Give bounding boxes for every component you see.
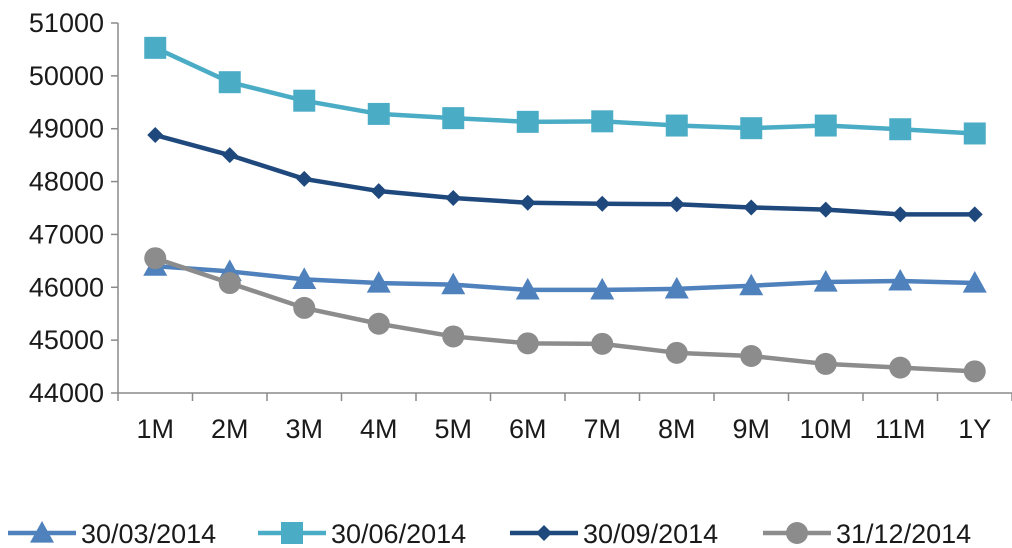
- legend: 30/03/2014 30/06/2014 30/09/2014 31/12/2014: [8, 519, 971, 548]
- series-1: [143, 254, 987, 300]
- data-point: [441, 272, 466, 295]
- data-point: [668, 196, 685, 213]
- y-tick-label: 51000: [29, 8, 104, 38]
- x-tick-label: 1M: [136, 414, 174, 444]
- x-tick-label: 11M: [875, 414, 926, 444]
- legend-label: 30/03/2014: [81, 519, 216, 548]
- data-point: [814, 352, 837, 375]
- data-point: [519, 194, 536, 211]
- x-tick-label: 6M: [509, 414, 547, 444]
- legend-marker: [786, 522, 808, 544]
- data-point: [743, 199, 760, 216]
- legend-item: 30/09/2014: [510, 519, 718, 548]
- legend-item: 30/06/2014: [258, 519, 466, 548]
- y-tick-label: 49000: [29, 114, 104, 144]
- data-point: [516, 110, 539, 133]
- data-point: [888, 268, 913, 291]
- data-point: [665, 114, 688, 137]
- data-point: [813, 270, 838, 292]
- data-point: [962, 271, 987, 293]
- x-tick-label: 5M: [434, 414, 472, 444]
- data-point: [442, 107, 465, 130]
- data-point: [817, 201, 834, 218]
- data-point: [591, 110, 614, 133]
- data-point: [370, 183, 387, 200]
- series-line: [154, 45, 975, 136]
- legend-item: 30/03/2014: [8, 519, 216, 548]
- legend-marker: [536, 525, 552, 541]
- legend-label: 31/12/2014: [836, 519, 971, 548]
- series-3: [147, 127, 983, 223]
- data-point: [591, 332, 614, 355]
- data-point: [590, 277, 615, 300]
- data-point: [367, 102, 390, 125]
- data-point: [516, 332, 539, 355]
- y-tick-label: 47000: [29, 219, 104, 249]
- data-point: [367, 312, 390, 335]
- legend-marker: [30, 521, 54, 543]
- data-point: [144, 36, 167, 59]
- data-point: [739, 273, 764, 296]
- data-point: [740, 117, 763, 140]
- y-tick-label: 50000: [29, 61, 104, 91]
- series-line: [154, 256, 975, 374]
- data-point: [293, 89, 316, 112]
- x-tick-label: 10M: [799, 414, 852, 444]
- x-tick-label: 9M: [732, 414, 770, 444]
- data-point: [292, 267, 317, 289]
- data-point: [144, 247, 167, 270]
- legend-label: 30/09/2014: [583, 519, 718, 548]
- data-point: [966, 206, 983, 223]
- y-tick-label: 45000: [29, 325, 104, 355]
- legend-item: 31/12/2014: [763, 519, 971, 548]
- y-tick-label: 44000: [29, 378, 104, 408]
- x-tick-label: 3M: [285, 414, 323, 444]
- data-point: [665, 341, 688, 364]
- data-point: [445, 189, 462, 206]
- data-point: [442, 325, 465, 348]
- y-tick-label: 46000: [29, 272, 104, 302]
- x-tick-label: 1Y: [958, 414, 991, 444]
- data-point: [218, 71, 241, 94]
- data-point: [889, 356, 912, 379]
- data-point: [515, 277, 540, 300]
- data-point: [963, 122, 986, 145]
- data-point: [740, 345, 763, 367]
- x-tick-label: 2M: [211, 414, 249, 444]
- data-point: [963, 360, 986, 383]
- data-point: [221, 147, 238, 164]
- data-point: [366, 271, 391, 293]
- data-point: [892, 206, 909, 223]
- data-point: [218, 272, 241, 295]
- legend-label: 30/06/2014: [331, 519, 466, 548]
- data-point: [814, 114, 837, 137]
- series-lines: [143, 36, 987, 383]
- data-point: [594, 195, 611, 212]
- legend-marker: [281, 522, 303, 544]
- x-tick-label: 7M: [583, 414, 621, 444]
- axes: 44000 45000 46000 47000 48000 49000 50000 51000…: [29, 8, 1012, 444]
- data-point: [147, 127, 164, 144]
- series-4: [144, 247, 986, 383]
- data-point: [293, 296, 316, 319]
- x-tick-label: 8M: [658, 414, 696, 444]
- series-line: [154, 132, 975, 217]
- series-line: [155, 263, 975, 293]
- data-point: [889, 118, 912, 141]
- data-point: [664, 276, 689, 299]
- data-point: [296, 170, 313, 187]
- series-2: [144, 36, 986, 145]
- x-tick-label: 4M: [360, 414, 398, 444]
- y-tick-label: 48000: [29, 167, 104, 197]
